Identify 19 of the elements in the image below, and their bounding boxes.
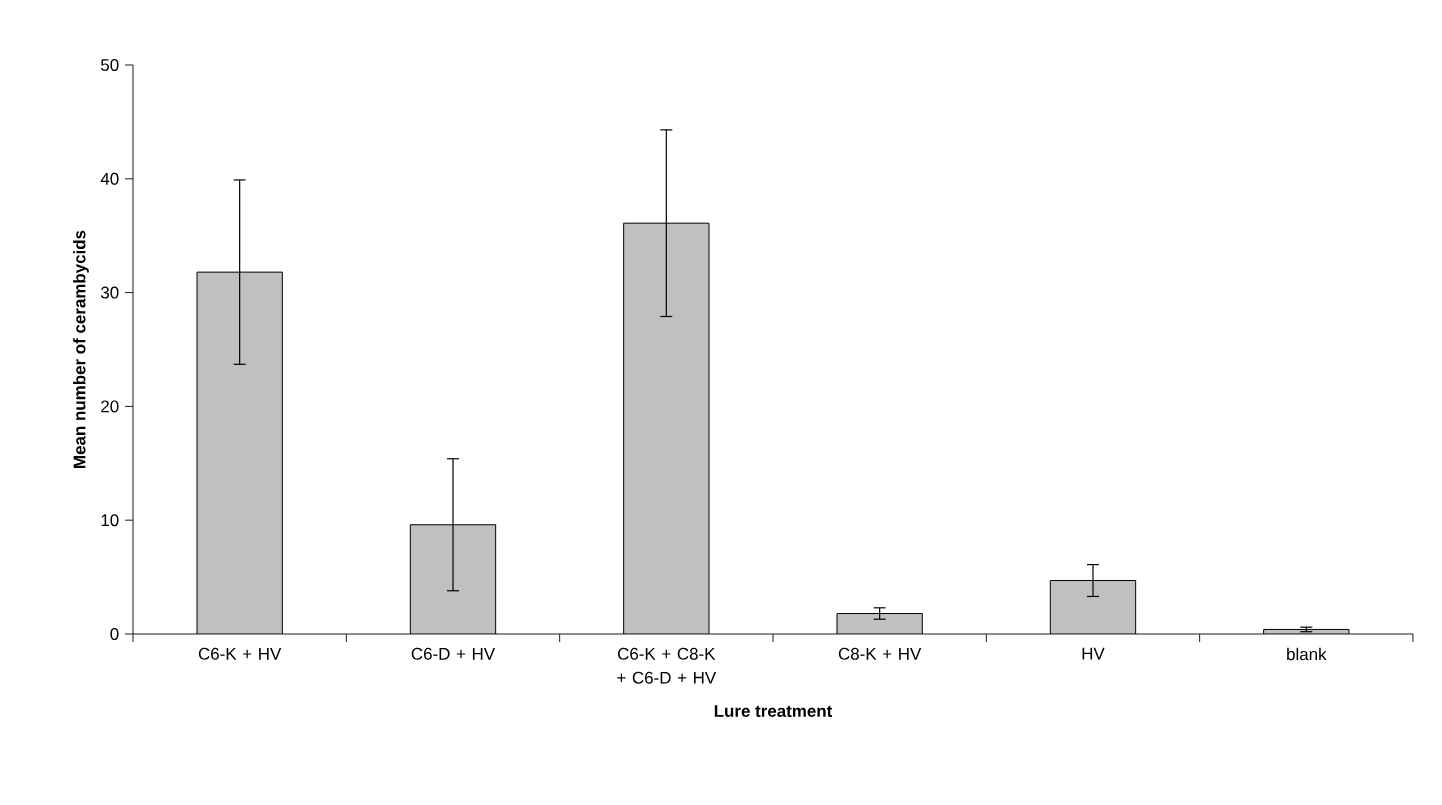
- bar: [1263, 628, 1350, 634]
- y-tick-label: 40: [100, 172, 119, 185]
- x-tick-label: blank: [1287, 647, 1327, 661]
- y-tick-label: 30: [100, 286, 119, 299]
- bar: [1050, 580, 1136, 634]
- x-tick-label: C6-K + C8-K + C6-D + HV: [617, 647, 717, 684]
- x-tick-label: C6-K + HV: [198, 647, 282, 660]
- y-tick-label: 10: [101, 514, 119, 527]
- bar: [623, 223, 709, 634]
- y-tick-label: 0: [110, 628, 119, 640]
- y-tick-label: 20: [101, 400, 119, 413]
- x-tick-label: HV: [1082, 647, 1105, 660]
- bar: [197, 272, 283, 634]
- x-axis-title: Lure treatment: [714, 705, 833, 717]
- y-axis-title: Mean number of cerambycids: [73, 230, 89, 468]
- y-tick-label: 50: [101, 59, 119, 71]
- x-tick-label: C6-D + HV: [411, 647, 496, 660]
- bar: [836, 613, 923, 634]
- x-tick-label: C8-K + HV: [838, 647, 922, 660]
